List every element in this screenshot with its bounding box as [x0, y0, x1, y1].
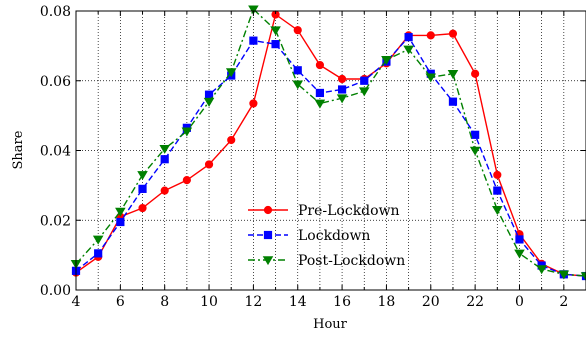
- x-tick-label: 12: [244, 294, 262, 310]
- data-point-pre-lockdown: [471, 69, 480, 78]
- legend-entry-pre-lockdown: Pre-Lockdown: [248, 203, 400, 219]
- data-point-lockdown: [471, 130, 480, 139]
- data-point-post-lockdown: [469, 146, 481, 156]
- data-point-post-lockdown: [225, 68, 237, 78]
- data-point-post-lockdown: [159, 144, 170, 154]
- legend-marker-post-lockdown: [262, 256, 274, 266]
- grid-lines: [76, 11, 586, 290]
- data-point-post-lockdown: [358, 87, 370, 97]
- data-point-post-lockdown: [203, 97, 215, 107]
- x-tick-label: 0: [515, 294, 524, 310]
- data-point-lockdown: [404, 33, 413, 42]
- data-point-lockdown: [315, 88, 325, 98]
- data-point-pre-lockdown: [315, 60, 325, 70]
- data-point-pre-lockdown: [448, 29, 458, 38]
- data-point-lockdown: [337, 85, 347, 94]
- data-point-pre-lockdown: [204, 160, 214, 169]
- data-point-pre-lockdown: [227, 135, 236, 145]
- series-lines: [70, 5, 586, 282]
- x-tick-label: 4: [72, 294, 81, 310]
- data-point-lockdown: [360, 76, 369, 85]
- series-line-post-lockdown: [75, 8, 586, 277]
- data-point-pre-lockdown: [249, 99, 258, 108]
- legend-label-lockdown: Lockdown: [298, 228, 370, 244]
- y-axis-label: Share: [11, 130, 26, 169]
- legend-entry-lockdown: Lockdown: [248, 228, 370, 244]
- series-line-pre-lockdown: [75, 13, 586, 277]
- data-point-lockdown: [515, 235, 524, 244]
- x-tick-label: 2: [559, 294, 568, 310]
- data-point-post-lockdown: [292, 80, 304, 90]
- data-point-post-lockdown: [425, 73, 437, 83]
- data-point-pre-lockdown: [138, 203, 147, 213]
- x-tick-label: 18: [378, 294, 396, 310]
- data-point-post-lockdown: [270, 26, 281, 36]
- data-point-post-lockdown: [381, 56, 392, 65]
- y-tick-label: 0.00: [40, 283, 71, 299]
- data-point-pre-lockdown: [493, 170, 502, 180]
- data-point-pre-lockdown: [337, 74, 347, 84]
- series-post-lockdown: [70, 5, 586, 282]
- legend-label-post-lockdown: Post-Lockdown: [298, 253, 405, 269]
- x-tick-label: 14: [289, 294, 307, 310]
- legend-label-pre-lockdown: Pre-Lockdown: [298, 203, 400, 219]
- axis-ticks: 0.00 0.02 0.04 0.06 0.08 4 6 8 10 12 14 16 18 20 22 0 2: [40, 4, 586, 310]
- data-point-post-lockdown: [536, 265, 547, 275]
- data-point-lockdown: [116, 217, 125, 227]
- data-point-post-lockdown: [447, 69, 459, 79]
- y-tick-label: 0.02: [40, 213, 71, 229]
- data-point-lockdown: [271, 40, 280, 49]
- data-point-post-lockdown: [514, 249, 525, 259]
- data-point-lockdown: [448, 97, 458, 106]
- x-tick-label: 20: [422, 294, 440, 310]
- series-line-lockdown: [75, 35, 586, 277]
- x-tick-label: 22: [466, 294, 484, 310]
- y-tick-label: 0.08: [40, 4, 71, 20]
- data-point-pre-lockdown: [293, 26, 302, 35]
- x-axis-label: Hour: [313, 317, 348, 332]
- x-tick-label: 8: [160, 294, 169, 310]
- legend-entry-post-lockdown: Post-Lockdown: [248, 253, 405, 269]
- legend-marker-lockdown: [263, 230, 273, 240]
- data-point-pre-lockdown: [182, 176, 191, 185]
- legend-marker-pre-lockdown: [263, 205, 273, 215]
- data-point-post-lockdown: [336, 94, 348, 104]
- data-point-pre-lockdown: [160, 186, 169, 195]
- data-point-lockdown: [493, 186, 502, 195]
- data-point-post-lockdown: [248, 5, 259, 15]
- data-point-post-lockdown: [115, 207, 126, 217]
- data-point-lockdown: [138, 184, 147, 193]
- x-tick-label: 16: [333, 294, 351, 310]
- data-point-lockdown: [293, 66, 302, 75]
- x-tick-label: 10: [200, 294, 218, 310]
- data-point-post-lockdown: [314, 99, 326, 109]
- data-point-post-lockdown: [403, 45, 414, 55]
- data-point-post-lockdown: [92, 235, 104, 245]
- data-point-pre-lockdown: [426, 31, 435, 40]
- data-point-lockdown: [249, 36, 258, 45]
- y-tick-label: 0.04: [40, 144, 71, 160]
- data-point-post-lockdown: [137, 171, 148, 181]
- data-point-lockdown: [94, 249, 103, 258]
- data-point-post-lockdown: [181, 127, 193, 137]
- data-point-post-lockdown: [492, 205, 503, 215]
- y-tick-label: 0.06: [40, 74, 71, 90]
- legend: Pre-Lockdown Lockdown Post-Lockdown: [248, 203, 405, 269]
- data-point-lockdown: [160, 155, 169, 164]
- data-point-post-lockdown: [580, 272, 586, 282]
- x-tick-label: 6: [116, 294, 125, 310]
- data-point-post-lockdown: [558, 270, 570, 280]
